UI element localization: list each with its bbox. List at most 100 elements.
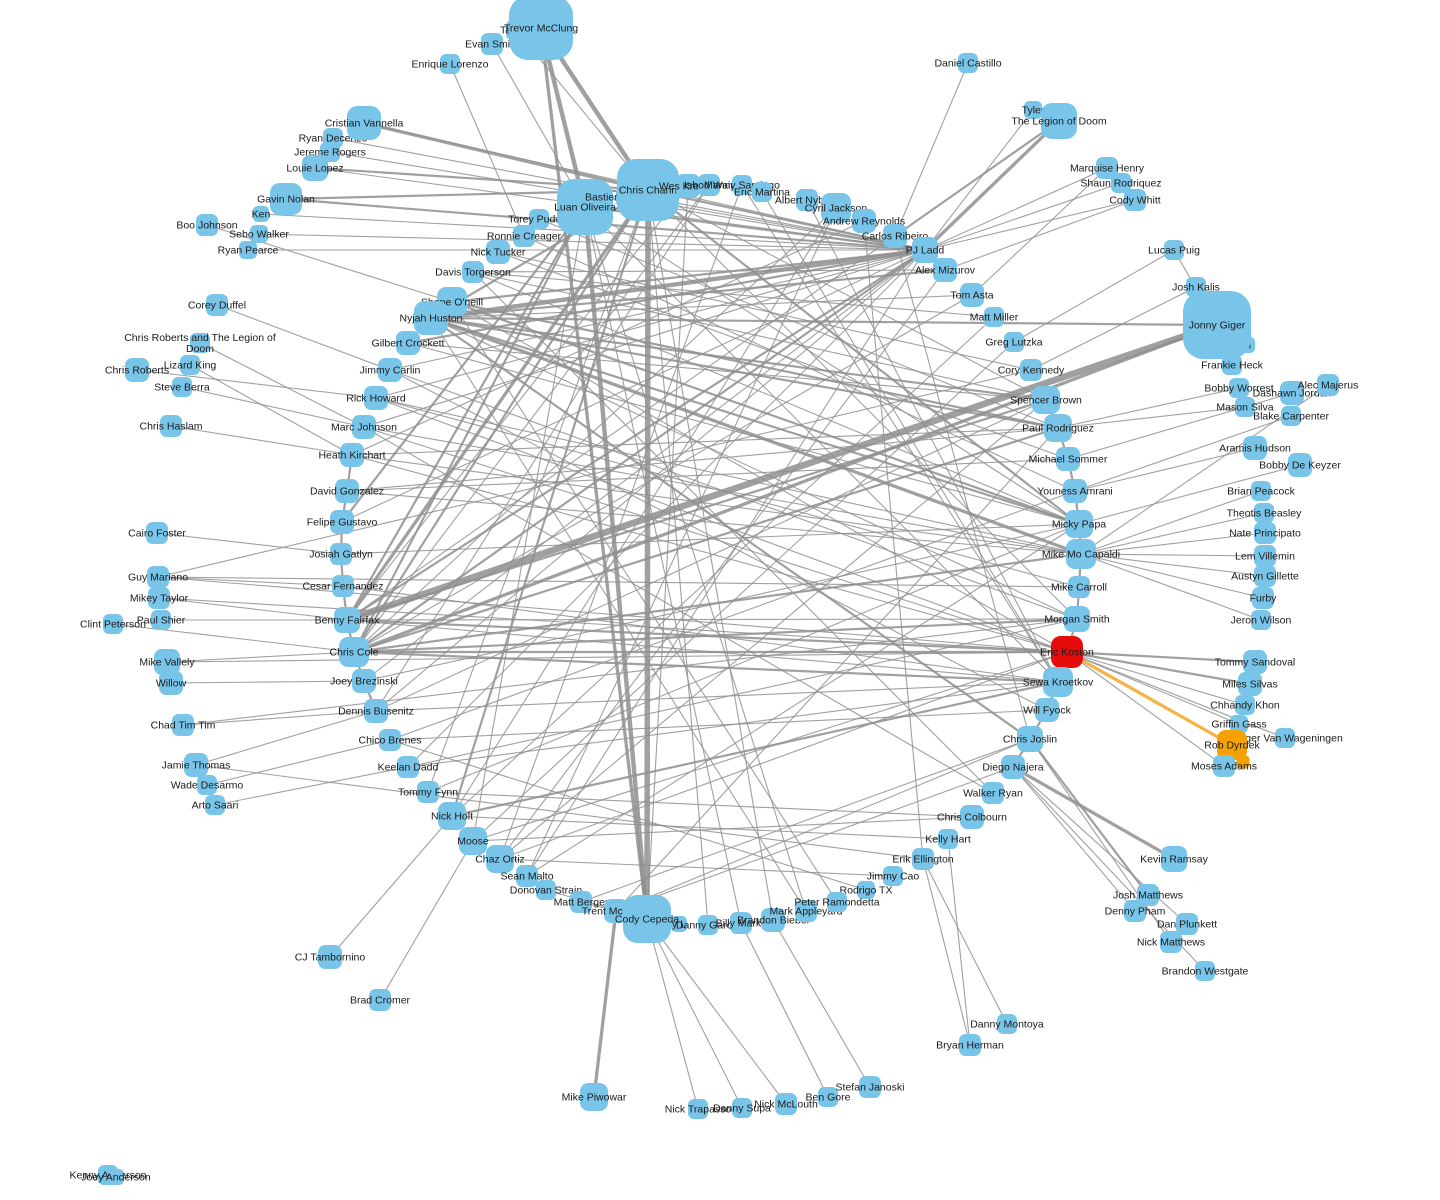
node-shape-jamie-thomas[interactable]	[184, 753, 208, 777]
node-shape-chhandy-khon[interactable]	[1235, 695, 1255, 715]
node-shaun-rodriquez[interactable]: Shaun Rodriquez	[1080, 173, 1162, 193]
node-shape-denny-pham[interactable]	[1124, 900, 1146, 922]
node-shape-willow[interactable]	[159, 671, 183, 695]
node-brandon-westgate[interactable]: Brandon Westgate	[1162, 961, 1249, 981]
node-shape-keelan-dadd[interactable]	[397, 756, 419, 778]
node-stefan-janoski[interactable]: Stefan Janoski	[836, 1076, 905, 1098]
node-shape-cesar-fernandez[interactable]	[332, 575, 354, 597]
node-willow[interactable]: Willow	[156, 671, 187, 695]
node-chris-joslin[interactable]: Chris Joslin	[1003, 726, 1057, 752]
node-shape-nick-tucker[interactable]	[486, 240, 510, 264]
node-arto-saari[interactable]: Arto Saari	[192, 795, 239, 815]
node-shape-torey-pudwill[interactable]	[529, 209, 549, 229]
node-shape-bobby-de-keyzer[interactable]	[1288, 453, 1312, 477]
node-shape-cyril-jackson[interactable]	[821, 193, 851, 223]
node-shape-daniel-castillo[interactable]	[958, 53, 978, 73]
node-chris-chann[interactable]: Chris Chann	[617, 159, 679, 221]
node-billy-marks[interactable]: Billy Marks	[716, 912, 767, 934]
node-shape-cody-whitt[interactable]	[1124, 189, 1146, 211]
node-shape-blake-carpenter[interactable]	[1281, 406, 1301, 426]
node-shape-enrique-lorenzo[interactable]	[440, 54, 460, 74]
node-miles-silvas[interactable]: Miles Silvas	[1222, 672, 1278, 696]
node-cairo-foster[interactable]: Cairo Foster	[128, 522, 186, 544]
node-shape-paul-shier[interactable]	[151, 610, 171, 630]
node-shape-bryan-herman[interactable]	[959, 1034, 981, 1056]
node-mason-silva[interactable]: Mason Silva	[1216, 397, 1274, 417]
node-shape-the-legion-of-doom[interactable]	[1041, 103, 1077, 139]
node-danny-supa[interactable]: Danny Supa	[713, 1098, 771, 1118]
node-shape-shaun-rodriquez[interactable]	[1111, 173, 1131, 193]
node-shape-diego-najera[interactable]	[1001, 755, 1025, 779]
node-shape-dan-plunkett[interactable]	[1176, 913, 1198, 935]
node-enrique-lorenzo[interactable]: Enrique Lorenzo	[411, 54, 489, 74]
node-shape-nick-trapasso[interactable]	[688, 1099, 708, 1119]
node-shape-mikey-taylor[interactable]	[148, 587, 170, 609]
node-rick-howard[interactable]: Rick Howard	[346, 386, 406, 410]
node-greg-lutzka[interactable]: Greg Lutzka	[985, 332, 1043, 352]
node-shape-austyn-gillette[interactable]	[1254, 565, 1276, 587]
node-blake-carpenter[interactable]: Blake Carpenter	[1253, 406, 1329, 426]
node-shape-gilbert-crockett[interactable]	[396, 331, 420, 355]
node-marc-johnson[interactable]: Marc Johnson	[331, 415, 397, 439]
node-shape-cory-kennedy[interactable]	[1020, 359, 1042, 381]
node-shape-lucas-puig[interactable]	[1164, 240, 1184, 260]
node-shape-theotis-beasley[interactable]	[1254, 503, 1274, 523]
node-shape-rick-howard[interactable]	[364, 386, 388, 410]
node-shape-erik-ellington[interactable]	[912, 848, 934, 870]
node-shape-brian-peacock[interactable]	[1251, 481, 1271, 501]
node-shape-micky-papa[interactable]	[1065, 510, 1093, 538]
node-shape-cristian-vannella[interactable]	[347, 106, 381, 140]
node-shape-tom-asta[interactable]	[960, 283, 984, 307]
node-wade-desarmo[interactable]: Wade Desarmo	[171, 775, 244, 795]
node-shape-moses-adams[interactable]	[1213, 755, 1235, 777]
node-shape-clint-peterson[interactable]	[103, 614, 123, 634]
node-furby[interactable]: Furby	[1250, 587, 1278, 609]
node-jeron-wilson[interactable]: Jeron Wilson	[1231, 610, 1292, 630]
node-brad-cromer[interactable]: Brad Cromer	[350, 989, 411, 1011]
node-shape-chris-haslam[interactable]	[160, 415, 182, 437]
node-shape-nick-matthews[interactable]	[1160, 931, 1182, 953]
node-shape-walker-ryan[interactable]	[982, 782, 1004, 804]
node-steve-berra[interactable]: Steve Berra	[154, 377, 210, 397]
node-diego-najera[interactable]: Diego Najera	[982, 755, 1044, 779]
node-heath-kirchart[interactable]: Heath Kirchart	[318, 443, 386, 467]
node-shape-cody-cepeda[interactable]	[623, 895, 671, 943]
node-nick-trapasso[interactable]: Nick Trapasso	[665, 1099, 732, 1119]
node-shape-ryan-pearce[interactable]	[239, 241, 257, 259]
node-shape-dashawn-jordan[interactable]	[1280, 381, 1304, 405]
node-walker-ryan[interactable]: Walker Ryan	[963, 782, 1023, 804]
node-shape-greg-lutzka[interactable]	[1004, 332, 1024, 352]
node-shape-chico-brenes[interactable]	[379, 729, 401, 751]
node-chris-roberts-and-the-legion-of-doom[interactable]: Chris Roberts and The Legion of Doom	[124, 332, 276, 355]
node-shape-jonny-giger[interactable]	[1183, 291, 1251, 359]
node-shape-bobby-worrest[interactable]	[1229, 378, 1249, 398]
node-shape-griffin-gass[interactable]	[1230, 715, 1248, 733]
node-theotis-beasley[interactable]: Theotis Beasley	[1227, 503, 1302, 523]
node-shape-trevor-mcclung[interactable]	[509, 0, 573, 60]
node-shape-jimmy-carlin[interactable]	[378, 358, 402, 382]
node-chris-colbourn[interactable]: Chris Colbourn	[937, 805, 1007, 829]
node-micky-papa[interactable]: Micky Papa	[1052, 510, 1106, 538]
node-bobby-de-keyzer[interactable]: Bobby De Keyzer	[1259, 453, 1341, 477]
node-shape-mike-carroll[interactable]	[1068, 576, 1090, 598]
node-bobby-worrest[interactable]: Bobby Worrest	[1204, 378, 1274, 398]
node-shape-peter-ramondetta[interactable]	[827, 892, 847, 912]
node-shape-josh-matthews[interactable]	[1137, 884, 1159, 906]
node-lizard-king[interactable]: Lizard King	[164, 355, 217, 375]
node-shape-jimmy-cao[interactable]	[883, 866, 903, 886]
node-josiah-gatlyn[interactable]: Josiah Gatlyn	[309, 543, 373, 565]
node-shape-chris-joslin[interactable]	[1017, 726, 1043, 752]
node-shape-kelly-hart[interactable]	[938, 829, 958, 849]
node-shape-danny-supa[interactable]	[732, 1098, 752, 1118]
node-shape-spencer-brown[interactable]	[1032, 386, 1060, 414]
node-shape-felipe-gustavo[interactable]	[330, 510, 354, 534]
node-shape-lizard-king[interactable]	[180, 355, 200, 375]
node-chris-roberts[interactable]: Chris Roberts	[105, 358, 169, 382]
node-shape-frankie-heck[interactable]	[1222, 355, 1242, 375]
node-shape-cj-tambornino[interactable]	[318, 945, 342, 969]
node-shape-will-fyock[interactable]	[1035, 698, 1059, 722]
node-brian-peacock[interactable]: Brian Peacock	[1227, 481, 1296, 501]
node-joey-anderson[interactable]: Joey Anderson	[81, 1169, 151, 1185]
node-marquise-henry[interactable]: Marquise Henry	[1070, 157, 1145, 179]
node-shape-tyler[interactable]	[1024, 101, 1042, 119]
